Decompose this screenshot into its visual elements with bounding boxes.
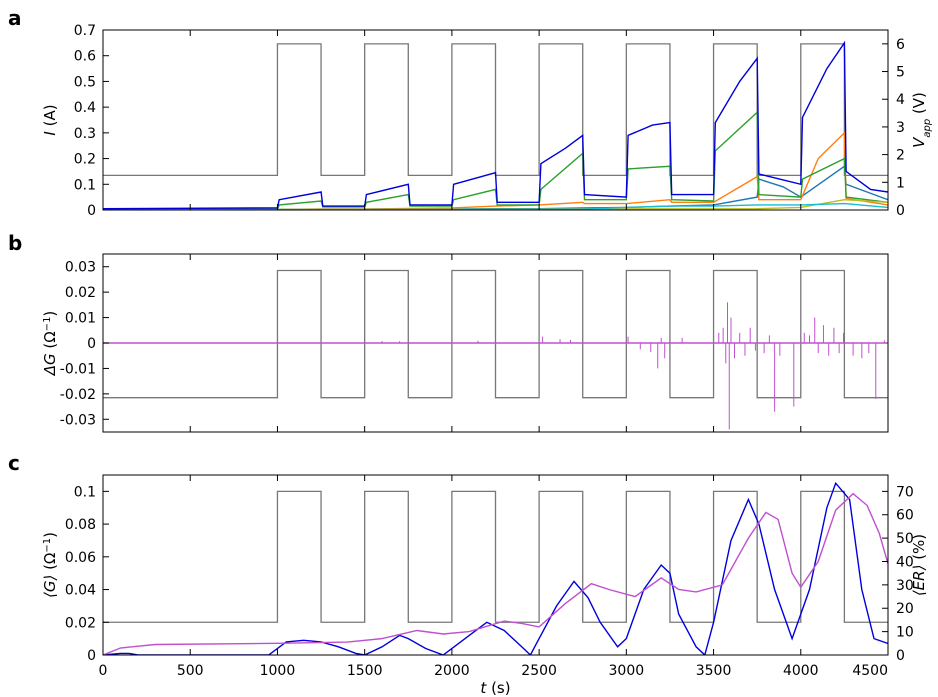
y-tick-label-a-6: 0.6 <box>74 49 96 65</box>
y-tick-label-b-3: 0 <box>87 336 96 352</box>
y-axis-label-a: I (A) <box>41 104 59 135</box>
y2-axis-label-a: Vapp (V) <box>910 92 933 148</box>
axes-frame-c <box>102 474 889 656</box>
y-tick-label-a-2: 0.2 <box>74 152 96 168</box>
series-line-c-0 <box>103 481 888 655</box>
y2-tick-label-c-7: 70 <box>896 484 914 500</box>
plot-area-a <box>103 40 888 210</box>
y2-tick-label-a-0: 0 <box>896 203 905 219</box>
y2-tick-label-c-4: 40 <box>896 554 914 570</box>
x-tick-label-7: 3500 <box>696 663 732 679</box>
y-tick-label-b-1: -0.02 <box>60 387 96 403</box>
y2-tick-label-a-1: 1 <box>896 175 905 191</box>
x-tick-label-0: 0 <box>99 663 108 679</box>
y2-tick-label-a-6: 6 <box>896 37 905 53</box>
y-tick-label-b-2: -0.01 <box>60 361 96 377</box>
x-tick-label-8: 4000 <box>783 663 819 679</box>
y2-tick-label-a-2: 2 <box>896 148 905 164</box>
panel-c: 0 0.02 0.04 0.06 0.08 0.1 0 10 20 30 40 50 60 70 0 500 1… <box>8 451 928 697</box>
y-tick-label-c-1: 0.02 <box>65 615 96 631</box>
y2-tick-label-c-6: 60 <box>896 508 914 524</box>
x-tick-label-6: 3000 <box>609 663 645 679</box>
x-tick-label-9: 4500 <box>852 663 888 679</box>
y-tick-label-a-0: 0 <box>87 203 96 219</box>
panel-b: -0.03 -0.02 -0.01 0 0.01 0.02 0.03 b ΔG (Ω−1) <box>8 231 889 433</box>
y-tick-label-c-3: 0.06 <box>65 550 96 566</box>
series-line-a-2 <box>103 110 888 210</box>
y-tick-label-a-4: 0.4 <box>74 100 96 116</box>
y-tick-label-a-1: 0.1 <box>74 177 96 193</box>
y-tick-label-c-4: 0.08 <box>65 517 96 533</box>
panel-a: 0 0.1 0.2 0.3 0.4 0.5 0.6 0.7 0 1 2 3 4 5 6 a I (A) Vapp … <box>8 6 933 219</box>
y-tick-label-b-4: 0.01 <box>65 311 96 327</box>
y-axis-label-c: ⟨G⟩ (Ω−1) <box>41 532 59 598</box>
y-tick-label-c-0: 0 <box>87 648 96 664</box>
y-tick-label-b-5: 0.02 <box>65 285 96 301</box>
plot-area-c <box>103 481 888 655</box>
y2-tick-label-c-0: 0 <box>896 648 905 664</box>
y-tick-label-a-7: 0.7 <box>74 23 96 39</box>
series-line-a-5 <box>103 40 888 210</box>
y-axis-label-b: ΔG (Ω−1) <box>41 311 59 377</box>
y-tick-label-a-5: 0.5 <box>74 74 96 90</box>
y-tick-label-c-2: 0.04 <box>65 583 96 599</box>
y2-axis-label-c: ⟨ER⟩ (%) <box>910 534 928 596</box>
panel-letter-a: a <box>8 6 22 30</box>
panel-letter-b: b <box>8 231 22 255</box>
x-tick-label-4: 2000 <box>434 663 470 679</box>
voltage-square-wave-c <box>103 490 888 623</box>
y2-tick-label-c-5: 50 <box>896 531 914 547</box>
voltage-square-wave-b <box>103 269 888 399</box>
y2-tick-label-c-1: 10 <box>896 625 914 641</box>
panel-letter-c: c <box>8 451 20 475</box>
y2-tick-label-c-2: 20 <box>896 601 914 617</box>
y2-tick-label-a-3: 3 <box>896 120 905 136</box>
series-line-c-1 <box>103 492 888 655</box>
y2-tick-label-a-4: 4 <box>896 92 905 108</box>
axes-frame-a <box>102 29 889 211</box>
y-tick-label-a-3: 0.3 <box>74 126 96 142</box>
y2-tick-label-c-3: 30 <box>896 578 914 594</box>
x-axis-label: t (s) <box>480 679 510 697</box>
x-tick-label-1: 500 <box>177 663 204 679</box>
voltage-square-wave-a <box>103 43 888 177</box>
x-tick-label-2: 1000 <box>260 663 296 679</box>
x-tick-label-5: 2500 <box>521 663 557 679</box>
y2-tick-label-a-5: 5 <box>896 65 905 81</box>
y-tick-label-c-5: 0.1 <box>74 484 96 500</box>
y-tick-label-b-0: -0.03 <box>60 412 96 428</box>
y-tick-label-b-6: 0.03 <box>65 260 96 276</box>
x-tick-label-3: 1500 <box>347 663 383 679</box>
plot-area-b <box>103 269 888 430</box>
